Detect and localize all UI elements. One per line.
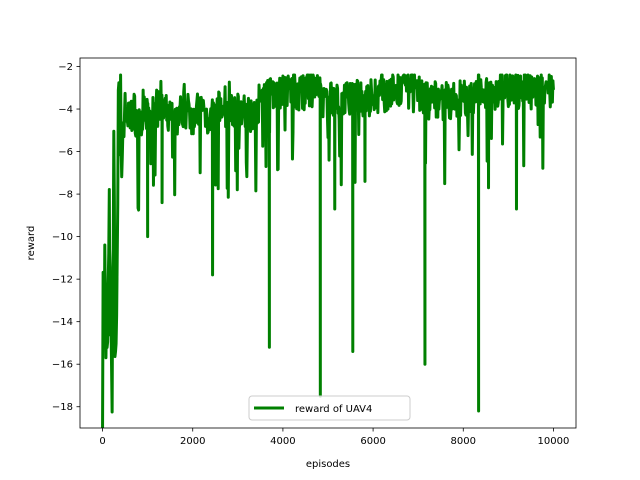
x-tick-label: 2000: [180, 436, 205, 447]
y-tick-label: −8: [58, 190, 73, 201]
y-tick-label: −6: [58, 147, 73, 158]
x-tick-label: 10000: [538, 436, 570, 447]
x-axis-label: episodes: [306, 459, 350, 470]
y-axis-label: reward: [26, 226, 37, 261]
series-layer: [101, 73, 555, 428]
legend: reward of UAV4: [248, 395, 411, 421]
y-tick-label: −16: [52, 360, 73, 371]
x-tick-label: 8000: [451, 436, 476, 447]
x-axis-ticks: 0 2000 4000 6000 8000 10000: [99, 428, 569, 447]
x-tick-label: 6000: [360, 436, 385, 447]
x-tick-label: 4000: [270, 436, 295, 447]
y-tick-label: −10: [52, 232, 73, 243]
y-tick-label: −18: [52, 402, 73, 413]
x-tick-label: 0: [99, 436, 105, 447]
y-tick-label: −12: [52, 275, 73, 286]
axes-frame: [79, 57, 577, 429]
legend-label-uav4: reward of UAV4: [295, 404, 372, 415]
y-tick-label: −4: [58, 105, 73, 116]
series-line-uav4: [101, 73, 555, 428]
legend-box: [248, 395, 411, 421]
y-tick-label: −14: [52, 317, 73, 328]
y-tick-label: −2: [58, 62, 73, 73]
y-axis-ticks: −18 −16 −14 −12 −10 −8 −6 −4 −2: [52, 62, 80, 413]
